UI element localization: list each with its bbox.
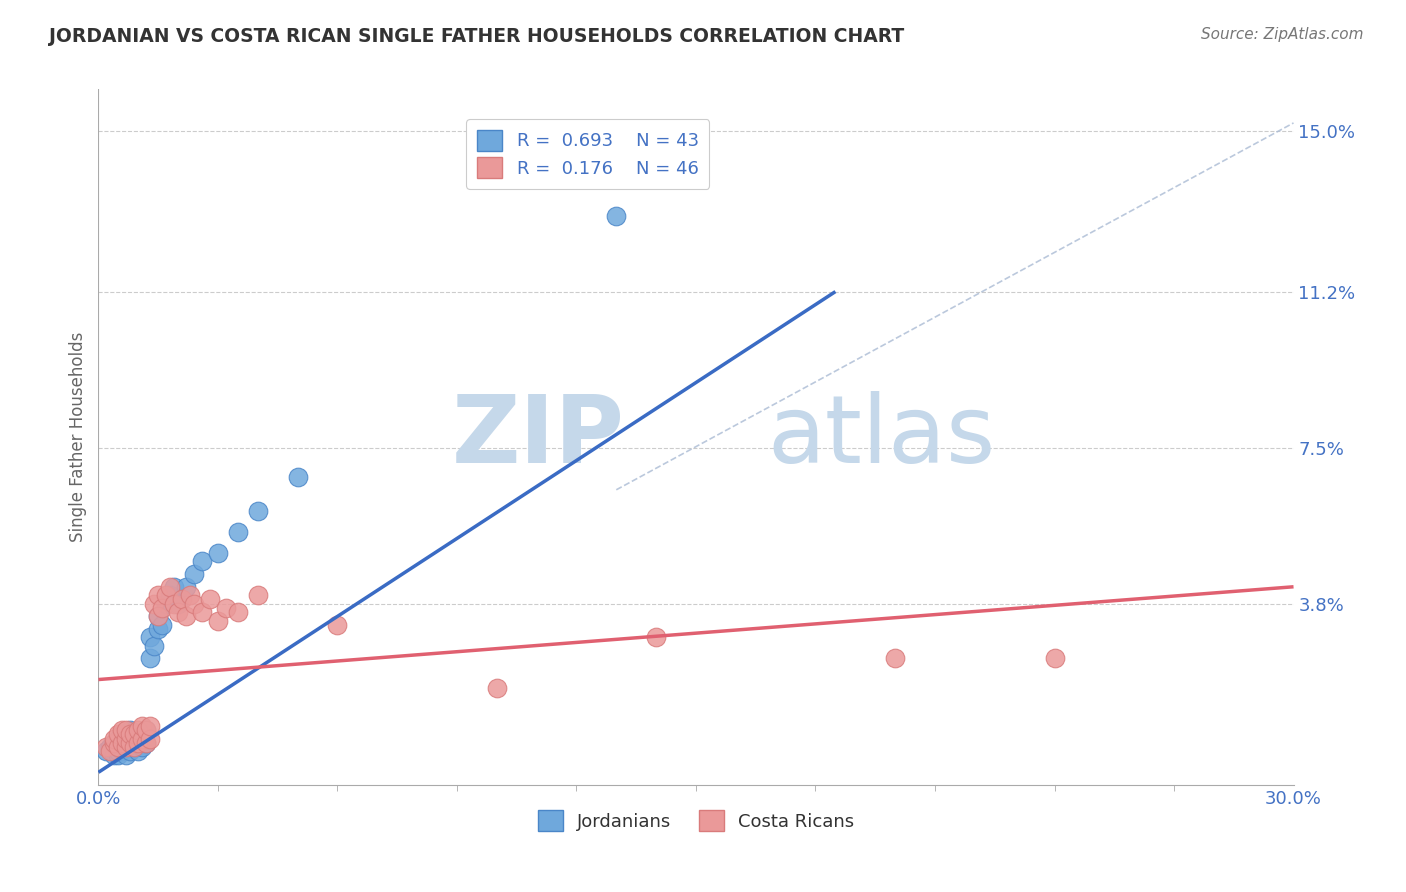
- Point: [127, 744, 149, 758]
- Point: [139, 631, 162, 645]
- Point: [226, 605, 249, 619]
- Point: [163, 597, 186, 611]
- Point: [131, 719, 153, 733]
- Point: [111, 723, 134, 738]
- Point: [103, 748, 125, 763]
- Point: [111, 739, 134, 754]
- Point: [135, 736, 157, 750]
- Point: [107, 748, 129, 763]
- Point: [326, 617, 349, 632]
- Point: [127, 723, 149, 738]
- Point: [148, 622, 170, 636]
- Point: [131, 739, 153, 754]
- Point: [120, 744, 142, 758]
- Point: [143, 597, 166, 611]
- Point: [226, 524, 249, 539]
- Point: [884, 651, 907, 665]
- Point: [111, 736, 134, 750]
- Point: [174, 580, 197, 594]
- Point: [215, 600, 238, 615]
- Point: [96, 739, 118, 754]
- Point: [143, 639, 166, 653]
- Point: [120, 736, 142, 750]
- Point: [148, 588, 170, 602]
- Point: [103, 736, 125, 750]
- Point: [159, 580, 181, 594]
- Point: [120, 736, 142, 750]
- Point: [103, 731, 125, 746]
- Y-axis label: Single Father Households: Single Father Households: [69, 332, 87, 542]
- Point: [131, 727, 153, 741]
- Point: [207, 614, 229, 628]
- Point: [191, 554, 214, 568]
- Point: [107, 744, 129, 758]
- Point: [167, 597, 190, 611]
- Point: [191, 605, 214, 619]
- Point: [139, 719, 162, 733]
- Point: [111, 727, 134, 741]
- Point: [107, 727, 129, 741]
- Point: [150, 600, 173, 615]
- Point: [115, 739, 138, 754]
- Point: [139, 731, 162, 746]
- Point: [115, 748, 138, 763]
- Point: [124, 731, 146, 746]
- Point: [127, 736, 149, 750]
- Point: [135, 723, 157, 738]
- Point: [183, 597, 205, 611]
- Point: [115, 723, 138, 738]
- Point: [159, 588, 181, 602]
- Point: [183, 567, 205, 582]
- Text: ZIP: ZIP: [451, 391, 624, 483]
- Point: [107, 739, 129, 754]
- Point: [127, 727, 149, 741]
- Point: [115, 739, 138, 754]
- Point: [167, 605, 190, 619]
- Point: [605, 209, 627, 223]
- Point: [98, 744, 122, 758]
- Point: [163, 580, 186, 594]
- Point: [645, 631, 668, 645]
- Text: Source: ZipAtlas.com: Source: ZipAtlas.com: [1201, 27, 1364, 42]
- Point: [107, 731, 129, 746]
- Point: [115, 731, 138, 746]
- Text: JORDANIAN VS COSTA RICAN SINGLE FATHER HOUSEHOLDS CORRELATION CHART: JORDANIAN VS COSTA RICAN SINGLE FATHER H…: [49, 27, 904, 45]
- Point: [124, 727, 146, 741]
- Point: [246, 588, 269, 602]
- Legend: Jordanians, Costa Ricans: Jordanians, Costa Ricans: [530, 804, 862, 838]
- Point: [96, 744, 118, 758]
- Point: [124, 739, 146, 754]
- Point: [155, 597, 177, 611]
- Point: [1043, 651, 1066, 665]
- Point: [135, 736, 157, 750]
- Point: [111, 744, 134, 758]
- Point: [148, 609, 170, 624]
- Point: [246, 504, 269, 518]
- Point: [120, 723, 142, 738]
- Point: [198, 592, 221, 607]
- Point: [98, 739, 122, 754]
- Point: [115, 731, 138, 746]
- Text: atlas: atlas: [768, 391, 995, 483]
- Point: [287, 470, 309, 484]
- Point: [148, 609, 170, 624]
- Point: [155, 588, 177, 602]
- Point: [135, 723, 157, 738]
- Point: [120, 727, 142, 741]
- Point: [139, 651, 162, 665]
- Point: [172, 592, 194, 607]
- Point: [179, 588, 201, 602]
- Point: [485, 681, 508, 695]
- Point: [207, 546, 229, 560]
- Point: [131, 731, 153, 746]
- Point: [103, 736, 125, 750]
- Point: [150, 617, 173, 632]
- Point: [127, 736, 149, 750]
- Point: [174, 609, 197, 624]
- Point: [124, 739, 146, 754]
